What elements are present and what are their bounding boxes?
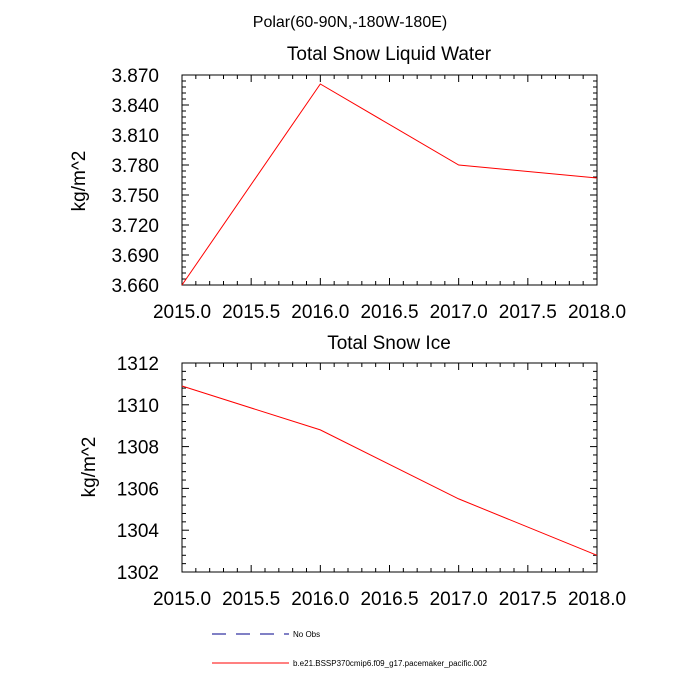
x-tick-label: 2017.0	[430, 302, 488, 323]
y-tick-label: 1304	[117, 521, 160, 542]
x-tick-label: 2016.0	[291, 302, 349, 323]
y-tick-label: 3.690	[111, 246, 159, 267]
y-tick-label: 1312	[117, 354, 159, 375]
x-tick-label: 2016.5	[360, 302, 418, 323]
y-tick-label: 1306	[117, 479, 159, 500]
plot-frame	[181, 74, 598, 286]
y-tick-label: 1302	[117, 563, 159, 584]
chart-title: Total Snow Ice	[327, 333, 451, 354]
x-tick-label: 2015.5	[222, 589, 280, 610]
x-tick-label: 2017.5	[499, 589, 557, 610]
y-tick-label: 3.840	[111, 96, 159, 117]
plot-frame	[181, 362, 598, 573]
chart-title: Total Snow Liquid Water	[287, 44, 492, 65]
x-tick-label: 2015.5	[222, 302, 280, 323]
x-tick-label: 2015.0	[153, 302, 211, 323]
y-tick-label: 3.810	[111, 126, 159, 147]
y-tick-label: 3.780	[111, 156, 159, 177]
y-tick-label: 3.660	[111, 276, 159, 297]
tick-label-group: 2015.0 2015.5 2016.0 2016.5 2017.0 2017.5 2018…	[111, 66, 626, 323]
figure-title: Polar(60-90N,-180W-180E)	[253, 14, 447, 31]
tick-label-group: 2015.0 2015.5 2016.0 2016.5 2017.0 2017.5 2018…	[117, 354, 626, 610]
x-tick-label: 2015.0	[153, 589, 211, 610]
x-tick-label: 2017.0	[430, 589, 488, 610]
x-tick-label: 2018.0	[568, 589, 626, 610]
x-tick-label: 2016.0	[291, 589, 349, 610]
y-tick-label: 3.750	[111, 186, 159, 207]
legend-label-no-obs: No Obs	[293, 630, 320, 639]
tick-group	[181, 74, 598, 286]
y-axis-label: kg/m^2	[79, 437, 100, 498]
x-tick-label: 2018.0	[568, 302, 626, 323]
y-tick-label: 3.720	[111, 216, 159, 237]
y-tick-label: 1310	[117, 396, 159, 417]
chart-panel-snow-liquid-water: Total Snow Liquid Water kg/m^2 2015.0 201…	[69, 44, 626, 323]
legend-label-model: b.e21.BSSP370cmip6.f09_g17.pacemaker_pac…	[293, 659, 487, 668]
chart-panel-snow-ice: Total Snow Ice kg/m^2 2015.0 2015.5 2016.0…	[79, 333, 626, 610]
legend: No Obs b.e21.BSSP370cmip6.f09_g17.pacema…	[212, 630, 487, 668]
tick-group	[181, 362, 598, 573]
series-line	[181, 385, 598, 556]
series-group	[181, 83, 598, 286]
y-tick-label: 3.870	[111, 66, 159, 87]
series-line	[181, 83, 598, 286]
y-tick-label: 1308	[117, 438, 159, 459]
series-group	[181, 385, 598, 556]
x-tick-label: 2016.5	[360, 589, 418, 610]
x-tick-label: 2017.5	[499, 302, 557, 323]
y-axis-label: kg/m^2	[69, 151, 90, 212]
